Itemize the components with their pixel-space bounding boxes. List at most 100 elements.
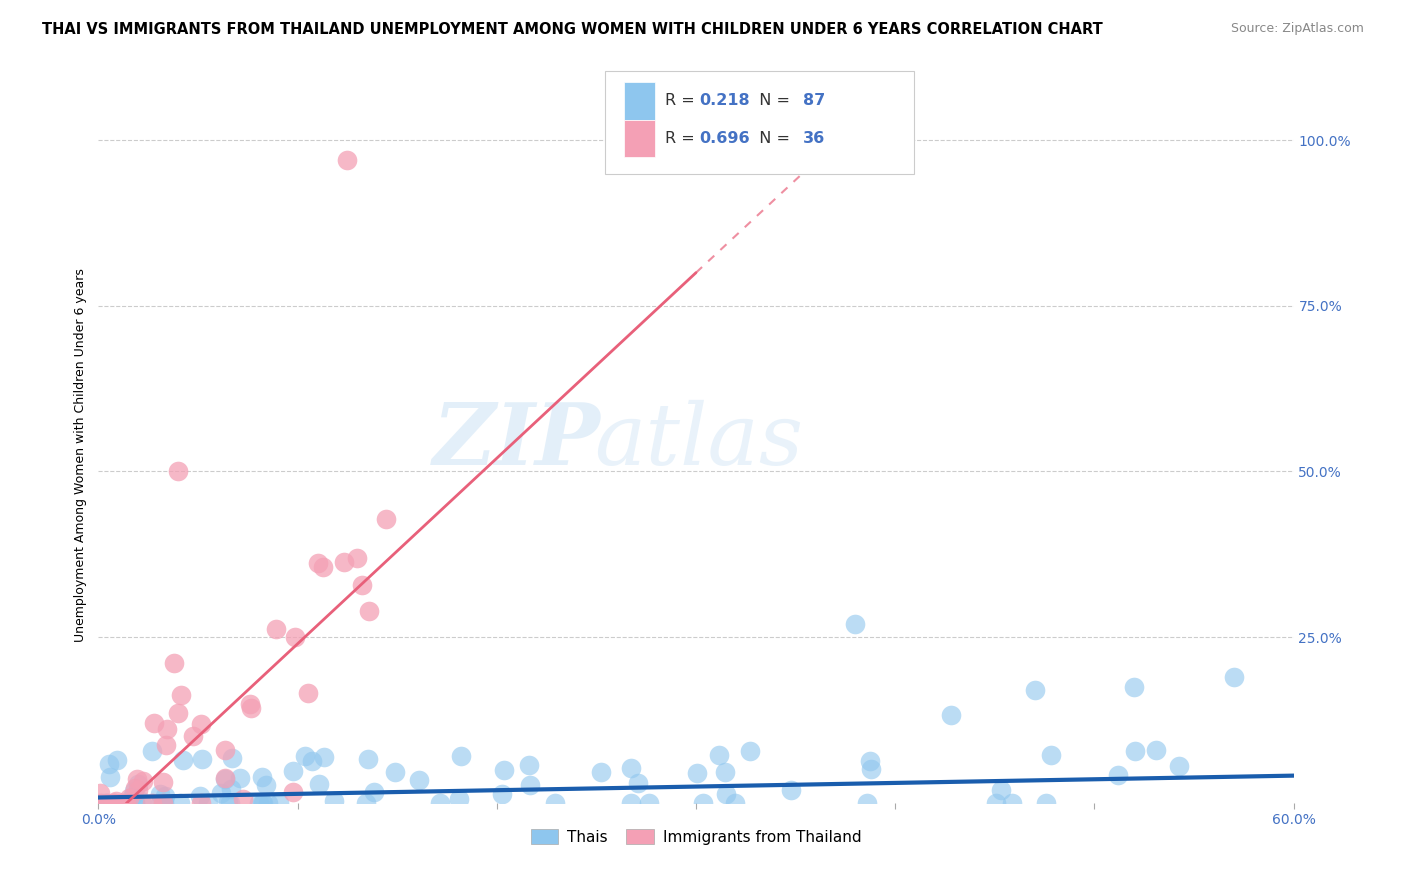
Point xyxy=(149,796,172,810)
Text: 36: 36 xyxy=(803,131,825,145)
Point xyxy=(252,796,274,810)
Point xyxy=(307,556,329,570)
Point xyxy=(170,688,193,702)
Point xyxy=(284,630,307,644)
Point xyxy=(129,794,152,808)
Point xyxy=(297,686,319,700)
Point xyxy=(491,788,513,802)
Text: ZIP: ZIP xyxy=(433,400,600,483)
Point xyxy=(155,738,177,752)
Point xyxy=(281,785,304,799)
Point xyxy=(155,789,177,803)
Point xyxy=(172,753,194,767)
Point xyxy=(219,796,242,810)
Point xyxy=(492,763,515,777)
Point xyxy=(990,782,1012,797)
Point xyxy=(408,772,430,787)
Point xyxy=(124,780,146,795)
Point xyxy=(188,789,211,804)
Point xyxy=(301,755,323,769)
Point xyxy=(89,786,111,800)
Point xyxy=(1040,748,1063,763)
Point xyxy=(214,771,236,785)
Text: Source: ZipAtlas.com: Source: ZipAtlas.com xyxy=(1230,22,1364,36)
Point xyxy=(429,796,451,810)
Text: 0.696: 0.696 xyxy=(699,131,749,145)
Point xyxy=(209,786,232,800)
Point xyxy=(1001,796,1024,810)
Point xyxy=(247,796,270,810)
Point xyxy=(104,796,127,810)
Point xyxy=(98,756,121,771)
Point xyxy=(190,796,212,810)
Point xyxy=(1024,683,1046,698)
Point xyxy=(118,790,141,805)
Point xyxy=(169,796,191,810)
Point xyxy=(544,796,567,810)
Point xyxy=(257,796,280,810)
Point xyxy=(240,701,263,715)
Point xyxy=(359,604,381,618)
Point xyxy=(844,616,866,631)
Point xyxy=(308,777,330,791)
Point xyxy=(124,796,146,810)
Text: 87: 87 xyxy=(803,94,825,108)
Point xyxy=(114,796,136,810)
Y-axis label: Unemployment Among Women with Children Under 6 years: Unemployment Among Women with Children U… xyxy=(73,268,87,642)
Text: R =: R = xyxy=(665,94,700,108)
Point xyxy=(281,764,304,778)
Point xyxy=(357,752,380,766)
Point xyxy=(191,752,214,766)
Point xyxy=(229,771,252,785)
Point xyxy=(1168,759,1191,773)
Point xyxy=(264,623,287,637)
Point xyxy=(312,560,335,574)
Point xyxy=(1107,768,1129,782)
Point xyxy=(132,774,155,789)
Point xyxy=(214,743,236,757)
Point xyxy=(336,153,359,167)
Point xyxy=(1035,796,1057,810)
Point xyxy=(314,750,336,764)
Point xyxy=(323,794,346,808)
Point xyxy=(984,796,1007,810)
Point xyxy=(141,744,163,758)
Text: N =: N = xyxy=(749,131,796,145)
Point xyxy=(250,770,273,784)
Point xyxy=(779,783,801,797)
Point xyxy=(96,796,118,810)
Point xyxy=(352,578,374,592)
Point xyxy=(163,657,186,671)
Point xyxy=(118,796,141,810)
Point xyxy=(738,744,761,758)
Point xyxy=(156,723,179,737)
Point xyxy=(100,770,122,784)
Legend: Thais, Immigrants from Thailand: Thais, Immigrants from Thailand xyxy=(524,822,868,851)
Point xyxy=(939,707,962,722)
Point xyxy=(152,796,174,810)
Point xyxy=(239,698,262,712)
Point xyxy=(638,796,661,810)
Point xyxy=(152,775,174,789)
Point xyxy=(221,751,243,765)
Point xyxy=(375,512,398,526)
Point xyxy=(346,550,368,565)
Point xyxy=(1123,680,1146,694)
Point xyxy=(363,785,385,799)
Point xyxy=(354,796,377,810)
Point xyxy=(190,717,212,731)
Point xyxy=(214,772,236,786)
Point xyxy=(713,764,735,779)
Point xyxy=(104,794,127,808)
Point xyxy=(716,787,738,801)
Text: R =: R = xyxy=(665,131,700,145)
Point xyxy=(620,761,643,775)
Point xyxy=(152,796,174,810)
Point xyxy=(384,764,406,779)
Point xyxy=(124,784,146,798)
Point xyxy=(127,777,149,791)
Point xyxy=(110,796,132,810)
Point xyxy=(149,787,172,801)
Point xyxy=(115,796,138,810)
Point xyxy=(167,706,190,720)
